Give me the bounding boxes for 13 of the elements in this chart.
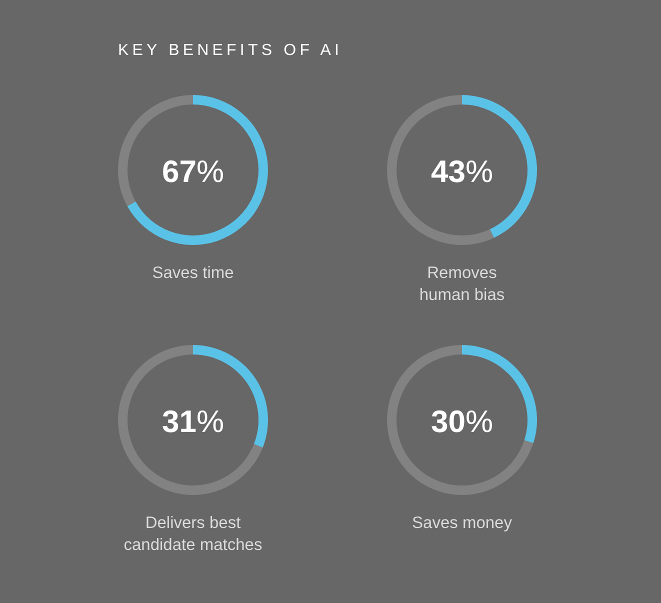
donut-slice: [118, 345, 263, 495]
donut-slice: [387, 345, 534, 495]
text: Saves time: [152, 264, 234, 282]
text: 43%: [430, 154, 494, 189]
text: Delivers best candidate matches: [124, 514, 262, 554]
donut-slice: [127, 95, 268, 245]
donut-slice: [387, 95, 494, 245]
text: Saves money: [412, 514, 513, 532]
text: Removes human bias: [419, 264, 505, 304]
text: 30%: [430, 404, 494, 439]
text: 67%: [162, 154, 224, 189]
text: 31%: [162, 404, 224, 439]
chart-title: KEY BENEFITS OF AI: [118, 42, 343, 59]
